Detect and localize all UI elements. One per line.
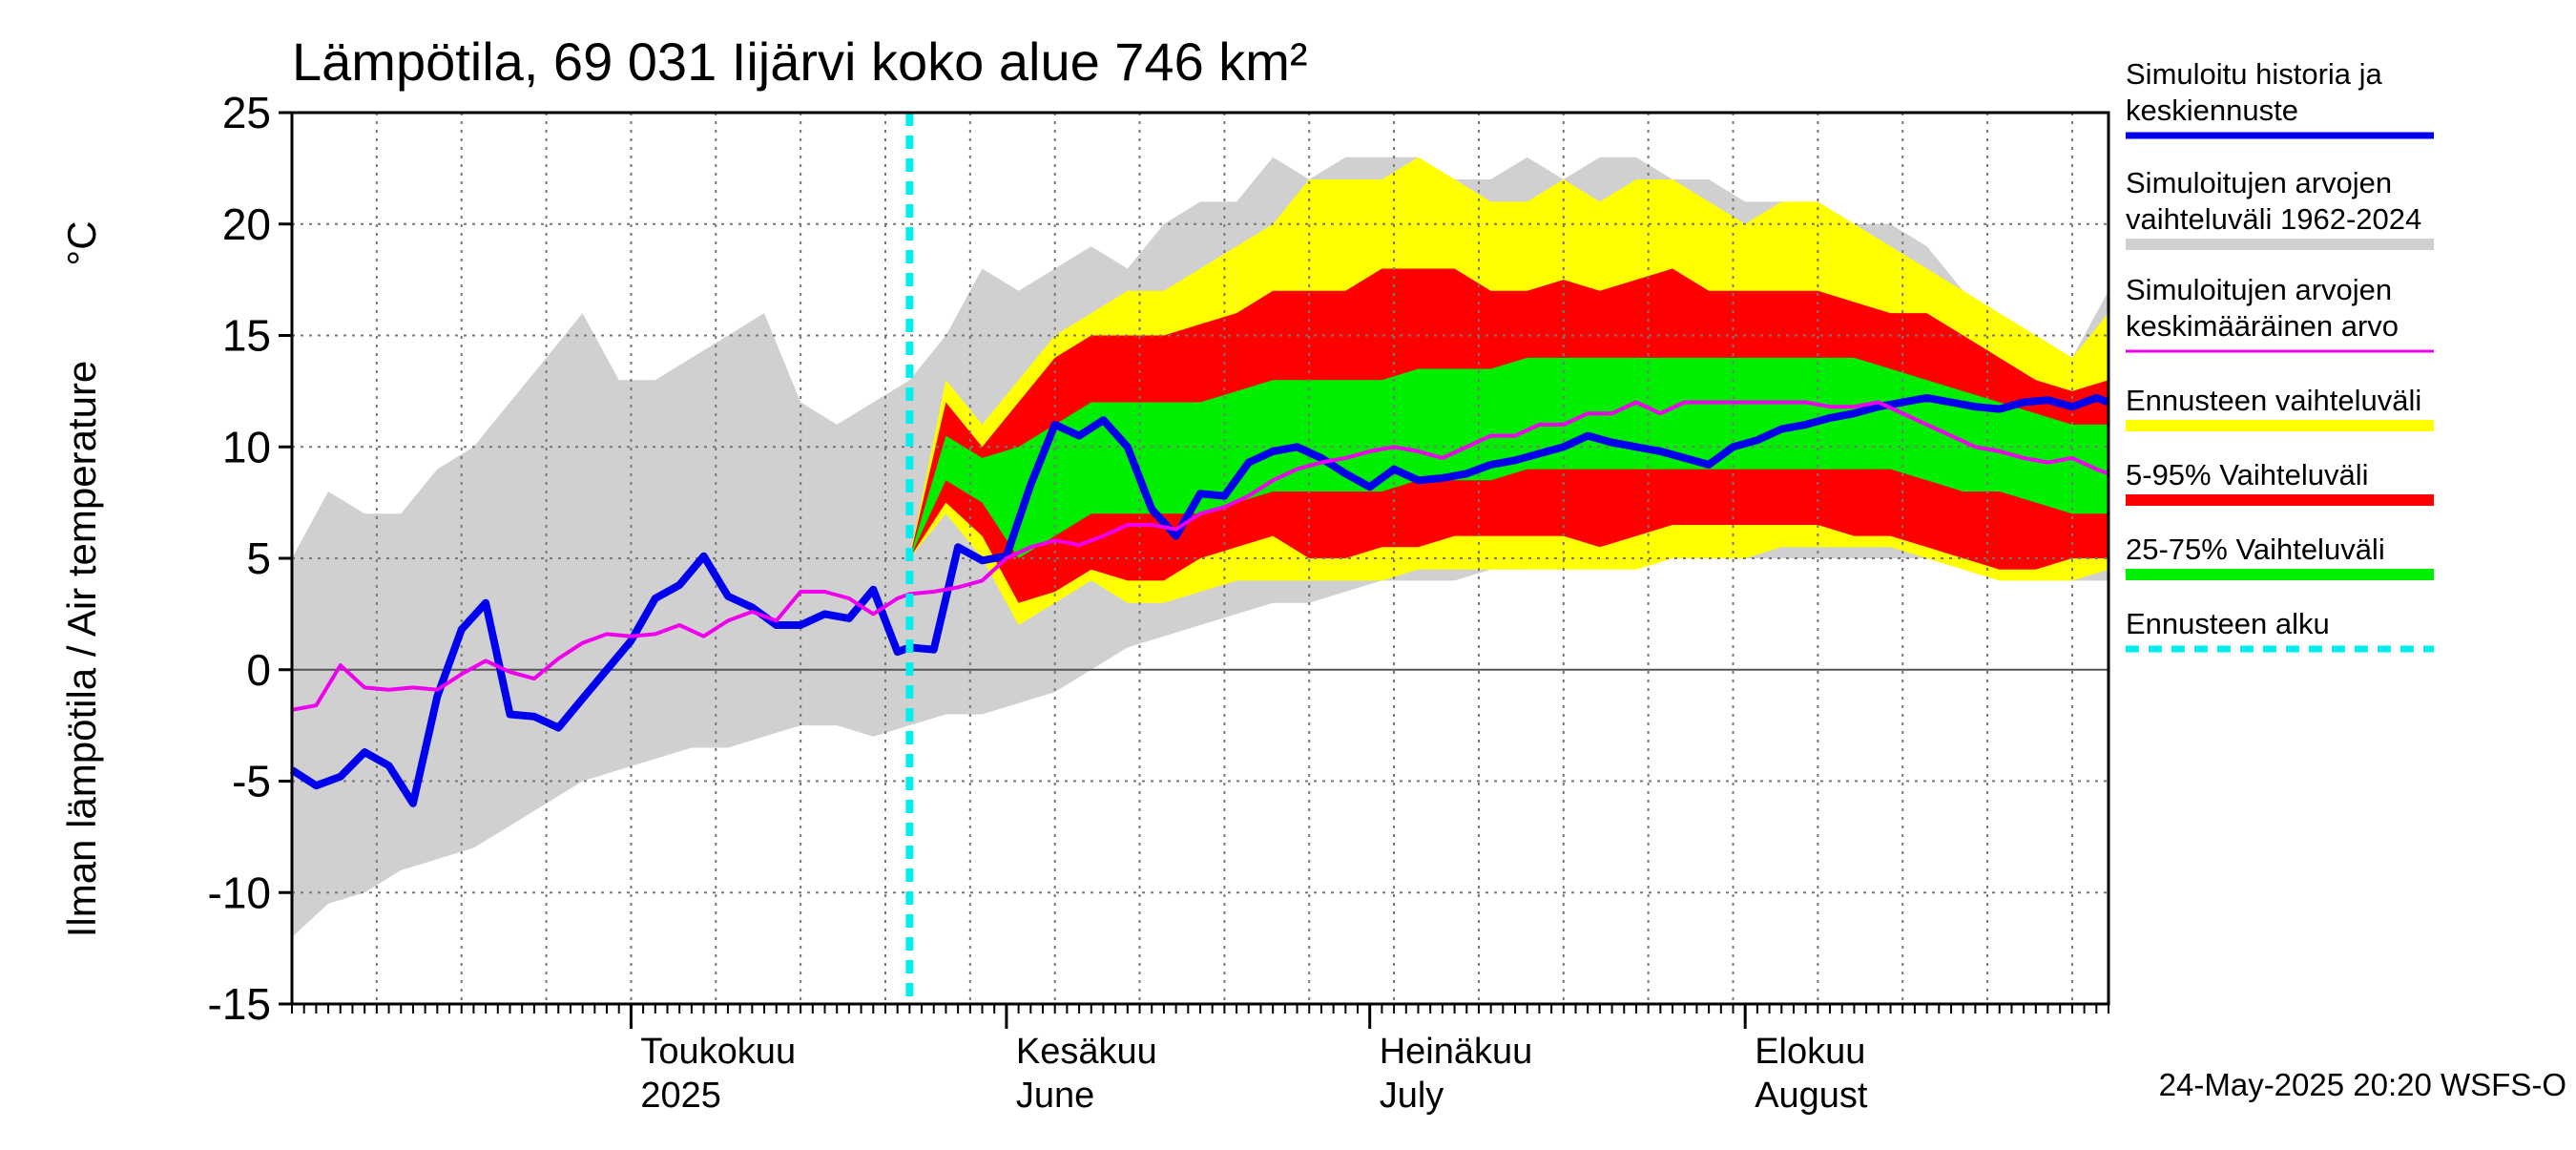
x-month-sublabel: 2025 <box>640 1076 721 1116</box>
legend: Simuloitu historia jakeskiennusteSimuloi… <box>2126 57 2434 653</box>
band-layer <box>292 113 2109 1004</box>
x-month-sublabel: August <box>1755 1076 1868 1116</box>
x-month-label: Kesäkuu <box>1016 1032 1157 1072</box>
legend-label: vaihteluväli 1962-2024 <box>2126 202 2421 236</box>
y-axis-label-group: Ilman lämpötila / Air temperature °C <box>59 220 104 937</box>
legend-label: keskimääräinen arvo <box>2126 309 2399 343</box>
y-tick-label: 5 <box>246 533 271 583</box>
x-month-label: Toukokuu <box>640 1032 796 1072</box>
legend-item: Ennusteen alku <box>2126 607 2434 653</box>
x-month-sublabel: June <box>1016 1076 1094 1116</box>
y-axis-label: Ilman lämpötila / Air temperature <box>59 361 104 938</box>
series-layer <box>289 113 2110 1004</box>
y-tick-label: 0 <box>246 645 271 695</box>
y-tick-label: 10 <box>222 422 271 471</box>
legend-label: Simuloitujen arvojen <box>2126 166 2392 199</box>
x-month-label: Heinäkuu <box>1380 1032 1533 1072</box>
y-axis-unit: °C <box>59 220 104 265</box>
legend-label: Simuloitujen arvojen <box>2126 273 2392 306</box>
y-tick-label: 25 <box>222 88 271 137</box>
median-history-line <box>289 393 2110 807</box>
y-tick-label: -10 <box>208 868 271 917</box>
mean-line <box>291 400 2109 712</box>
legend-label: Ennusteen alku <box>2126 607 2330 640</box>
chart-title: Lämpötila, 69 031 Iijärvi koko alue 746 … <box>292 31 1308 92</box>
timestamp-label: 24-May-2025 20:20 WSFS-O <box>2159 1067 2566 1102</box>
axes-layer: -15-10-50510152025Toukokuu2025KesäkuuJun… <box>208 88 2110 1116</box>
legend-item: 25-75% Vaihteluväli <box>2126 533 2434 580</box>
x-month-sublabel: July <box>1380 1076 1444 1116</box>
y-tick-label: -15 <box>208 979 271 1029</box>
legend-label: 5-95% Vaihteluväli <box>2126 458 2368 491</box>
legend-label: Ennusteen vaihteluväli <box>2126 384 2421 417</box>
x-month-label: Elokuu <box>1755 1032 1865 1072</box>
y-tick-label: 15 <box>222 311 271 361</box>
legend-label: Simuloitu historia ja <box>2126 57 2383 91</box>
legend-label: 25-75% Vaihteluväli <box>2126 533 2385 566</box>
y-tick-label: -5 <box>232 757 271 806</box>
legend-label: keskiennuste <box>2126 94 2298 127</box>
y-tick-label: 20 <box>222 199 271 249</box>
legend-item: 5-95% Vaihteluväli <box>2126 458 2434 506</box>
legend-item: Ennusteen vaihteluväli <box>2126 384 2434 431</box>
